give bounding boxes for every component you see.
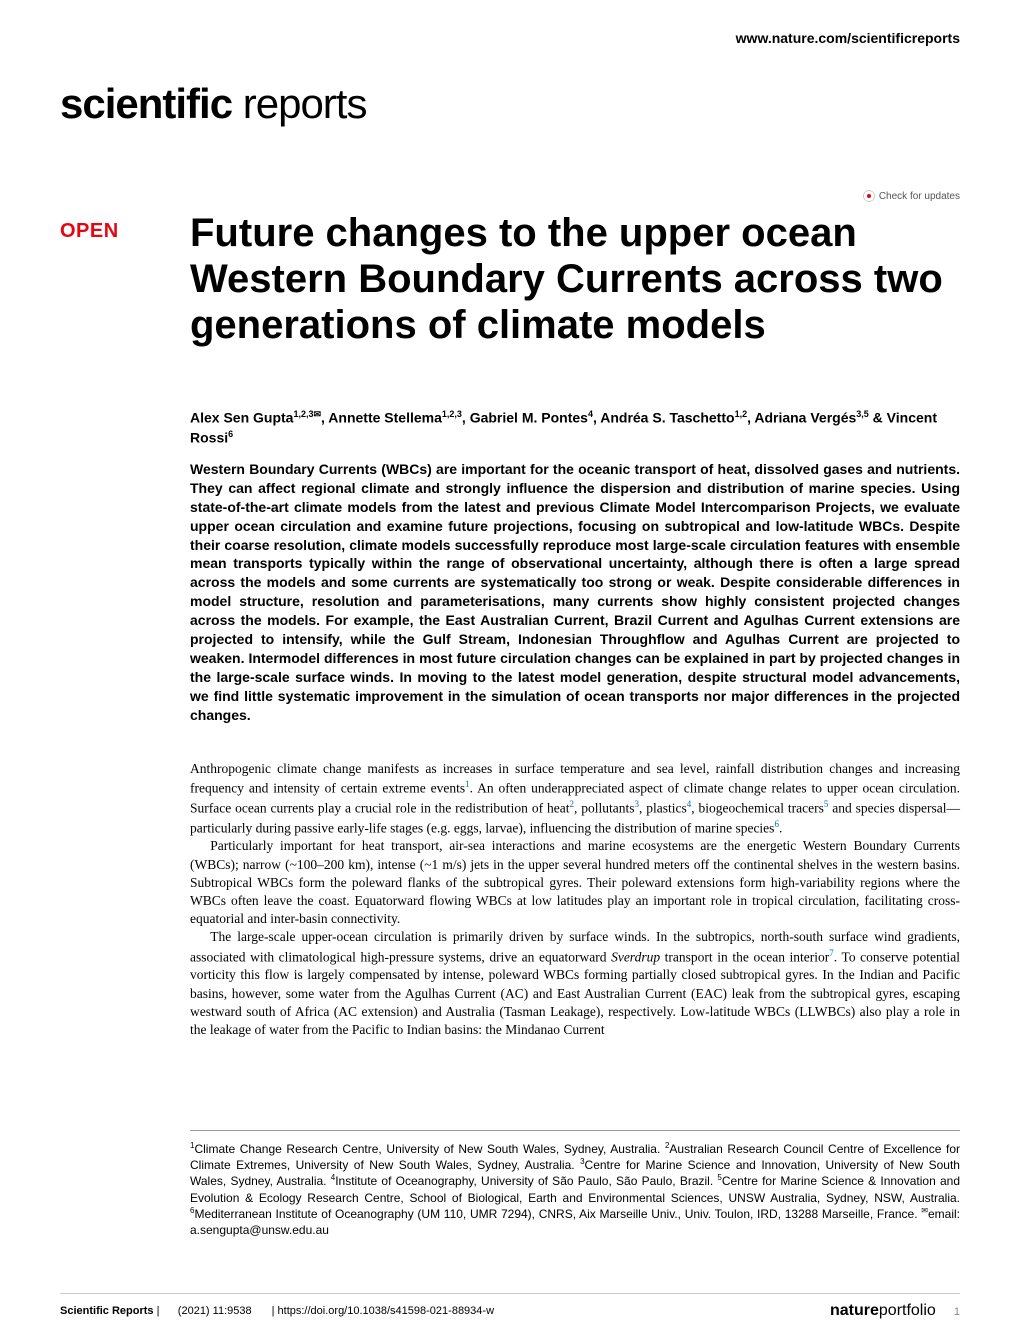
author-list: Alex Sen Gupta1,2,3✉, Annette Stellema1,… [190,408,960,449]
paragraph-3: The large-scale upper-ocean circulation … [190,928,960,1039]
article-title: Future changes to the upper ocean Wester… [190,210,960,348]
body-text: Anthropogenic climate change manifests a… [190,760,960,1039]
logo-bold: scientific [60,80,232,127]
open-access-badge: OPEN [60,220,119,243]
body-p1g: . [779,820,782,835]
abstract: Western Boundary Currents (WBCs) are imp… [190,460,960,724]
logo-light: reports [232,80,366,127]
crossmark-icon [863,190,875,202]
footer-left: Scientific Reports | (2021) 11:9538 | ht… [60,1305,494,1317]
paragraph-2: Particularly important for heat transpor… [190,837,960,928]
paragraph-1: Anthropogenic climate change manifests a… [190,760,960,837]
body-p3b: transport in the ocean interior [660,949,829,964]
header-url: www.nature.com/scientificreports [736,30,960,46]
footer-doi[interactable]: https://doi.org/10.1038/s41598-021-88934… [278,1305,495,1317]
body-p3em: Sverdrup [611,949,660,964]
page-footer: Scientific Reports | (2021) 11:9538 | ht… [60,1293,960,1320]
journal-logo: scientific reports [60,80,366,128]
body-p1c: , pollutants [574,800,635,815]
footer-right: natureportfolio 1 [830,1302,960,1320]
body-p1d: , plastics [639,800,687,815]
body-p1e: , biogeochemical tracers [691,800,824,815]
footer-journal: Scientific Reports [60,1305,154,1317]
page-number: 1 [954,1306,960,1318]
publisher-bold: nature [830,1302,879,1319]
publisher-light: portfolio [879,1302,936,1319]
affiliations: 1Climate Change Research Centre, Univers… [190,1130,960,1238]
check-updates-label: Check for updates [879,191,960,202]
footer-citation: (2021) 11:9538 [178,1305,252,1317]
check-updates-badge[interactable]: Check for updates [863,190,960,202]
